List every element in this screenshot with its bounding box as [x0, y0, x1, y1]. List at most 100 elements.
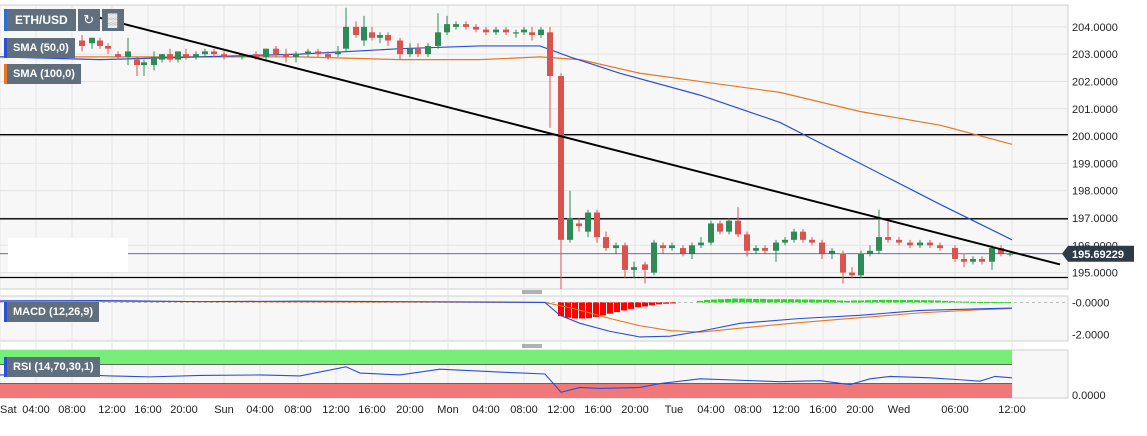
candle-body	[369, 32, 375, 38]
candle-body	[538, 29, 544, 36]
x-tick-label: 08:00	[734, 404, 762, 416]
macd-histogram-bar	[802, 299, 808, 303]
macd-line	[0, 299, 1013, 338]
candle-body	[283, 54, 289, 57]
candle-body	[762, 248, 768, 251]
sma50-line	[0, 45, 1013, 241]
x-tick-label: Wed	[888, 404, 910, 416]
refresh-icon[interactable]: ↻	[77, 9, 100, 31]
candle-body	[791, 231, 797, 240]
candle-body	[876, 237, 882, 251]
y-tick-label: 203.0000	[1072, 49, 1118, 61]
macd-histogram-bar	[774, 299, 780, 303]
macd-histogram-bar	[970, 301, 976, 303]
rsi-y-tick-label: 0.0000	[1072, 390, 1106, 402]
macd-histogram-bar	[914, 300, 920, 303]
candle-body	[689, 245, 695, 254]
x-tick-label: 04:00	[246, 404, 274, 416]
panel-bg-1	[0, 4, 1069, 290]
y-tick-label: 201.0000	[1072, 104, 1118, 116]
macd-histogram-bar	[760, 298, 766, 303]
overlay-box	[8, 238, 128, 272]
x-tick-label: 08:00	[284, 404, 312, 416]
candle-body	[547, 32, 553, 76]
macd-histogram-bar	[656, 302, 662, 305]
macd-histogram-bar	[823, 299, 829, 303]
candle-body	[680, 248, 686, 254]
macd-histogram-bar	[704, 300, 710, 303]
macd-histogram-bar	[795, 299, 801, 303]
macd-histogram-bar	[586, 302, 592, 319]
candle-body	[744, 234, 750, 251]
symbol-selector[interactable]: ETH/USD	[4, 9, 76, 31]
sma100-legend[interactable]: SMA (100,0)	[4, 64, 81, 84]
macd-histogram-bar	[935, 300, 941, 303]
x-tick-label: 04:00	[697, 404, 725, 416]
candle-body	[325, 54, 331, 57]
macd-histogram-bar	[718, 299, 724, 303]
candle-body	[293, 54, 299, 57]
candle-body	[907, 242, 913, 246]
candle-body	[159, 54, 165, 60]
macd-histogram-bar	[558, 302, 564, 317]
price-panel	[0, 7, 1068, 289]
candle-body	[651, 242, 657, 273]
x-tick-label: Tue	[665, 404, 684, 416]
bar-settings-icon[interactable]: ▓	[101, 9, 124, 31]
macd-histogram-bar	[607, 302, 613, 314]
candle-body	[239, 54, 245, 57]
grid	[0, 4, 1069, 399]
candle-body	[829, 250, 835, 254]
chart-toolbar: ETH/USD ↻ ▓	[4, 9, 124, 31]
macd-histogram-bar	[942, 300, 948, 303]
candle-body	[202, 51, 208, 55]
candle-body	[125, 51, 131, 57]
candle-body	[407, 48, 413, 55]
macd-histogram-bar	[907, 300, 913, 303]
candle-body	[809, 239, 815, 243]
candle-body	[800, 231, 806, 240]
macd-histogram-bar	[593, 302, 599, 317]
candle-body	[353, 26, 359, 36]
macd-histogram-bar	[628, 302, 634, 309]
sma50-legend[interactable]: SMA (50,0)	[4, 38, 75, 58]
candle-body	[463, 24, 469, 27]
x-tick-label: Sat	[0, 404, 17, 416]
x-tick-label: 12:00	[98, 404, 126, 416]
candle-body	[134, 59, 140, 66]
macd-histogram-bar	[746, 298, 752, 303]
macd-histogram-bar	[739, 298, 745, 303]
macd-histogram-bar	[928, 300, 934, 303]
macd-histogram-bar	[844, 300, 850, 303]
y-tick-label: 197.0000	[1072, 213, 1118, 225]
downtrend-line	[81, 12, 1061, 266]
macd-legend[interactable]: MACD (12,26,9)	[4, 302, 100, 322]
candle-body	[343, 26, 349, 49]
candle-body	[726, 220, 732, 232]
x-tick-label: 20:00	[621, 404, 649, 416]
candle-body	[773, 242, 779, 251]
macd-histogram-bar	[767, 299, 773, 303]
macd-histogram-bar	[1005, 302, 1011, 304]
candle-body	[444, 24, 450, 33]
candle-body	[819, 242, 825, 254]
macd-histogram-bar	[635, 302, 641, 308]
candle-body	[453, 24, 459, 27]
candle-body	[660, 245, 666, 249]
candle-body	[961, 258, 967, 262]
macd-histogram-bar	[565, 302, 571, 318]
x-tick-label: 04:00	[22, 404, 50, 416]
x-tick-label: 20:00	[846, 404, 874, 416]
macd-histogram-bar	[781, 299, 787, 303]
y-tick-label: 200.0000	[1072, 131, 1118, 143]
candle-body	[717, 223, 723, 232]
candle-body	[305, 51, 311, 55]
rsi-legend[interactable]: RSI (14,70,30,1)	[4, 357, 100, 377]
candle-body	[315, 51, 321, 55]
macd-histogram-bar	[886, 299, 892, 303]
candle-body	[782, 239, 788, 243]
macd-histogram-bar	[809, 299, 815, 303]
macd-histogram-bar	[921, 300, 927, 303]
